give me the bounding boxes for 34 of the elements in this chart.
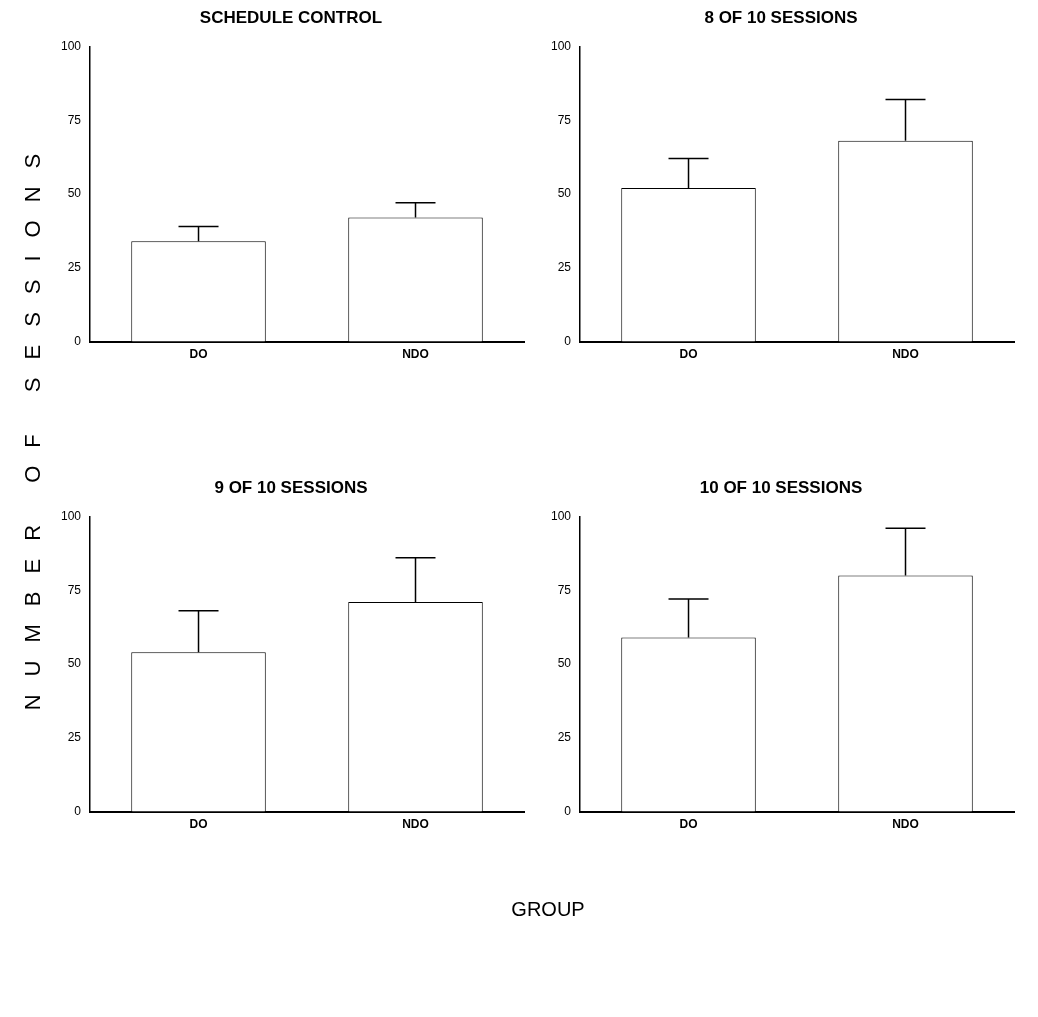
chart-title: 9 OF 10 SESSIONS xyxy=(214,477,368,497)
y-tick-label: 50 xyxy=(557,186,572,201)
y-tick-label: 0 xyxy=(74,803,82,818)
y-tick-label: 100 xyxy=(60,38,82,53)
x-tick-label: DO xyxy=(679,817,698,832)
y-tick-label: 100 xyxy=(550,508,572,523)
x-tick-label: NDO xyxy=(402,347,429,362)
y-tick-label: 75 xyxy=(557,112,572,127)
y-tick-label: 100 xyxy=(550,38,572,53)
x-tick-label: NDO xyxy=(402,817,429,832)
y-tick-label: 100 xyxy=(60,508,82,523)
chart-title: SCHEDULE CONTROL xyxy=(199,7,383,27)
y-tick-label: 50 xyxy=(557,656,572,671)
y-tick-label: 50 xyxy=(67,656,82,671)
y-tick-label: 0 xyxy=(74,333,82,348)
x-tick-label: DO xyxy=(679,347,698,362)
x-tick-label: DO xyxy=(189,347,208,362)
y-tick-label: 25 xyxy=(557,730,572,745)
x-axis-title: GROUP xyxy=(510,898,586,921)
chart-title: 8 OF 10 SESSIONS xyxy=(704,7,858,27)
x-tick-label: NDO xyxy=(892,817,919,832)
y-tick-label: 0 xyxy=(564,333,572,348)
x-tick-label: NDO xyxy=(892,347,919,362)
y-tick-label: 75 xyxy=(67,582,82,597)
y-tick-label: 25 xyxy=(67,260,82,275)
chart-title: 10 OF 10 SESSIONS xyxy=(699,477,863,497)
y-tick-label: 0 xyxy=(564,803,572,818)
y-axis-title: NUMBER OF SESSIONS xyxy=(20,135,46,711)
y-tick-label: 75 xyxy=(557,582,572,597)
y-tick-label: 25 xyxy=(67,730,82,745)
y-tick-label: 50 xyxy=(67,186,82,201)
y-tick-label: 25 xyxy=(557,260,572,275)
y-tick-label: 75 xyxy=(67,112,82,127)
x-tick-label: DO xyxy=(189,817,208,832)
